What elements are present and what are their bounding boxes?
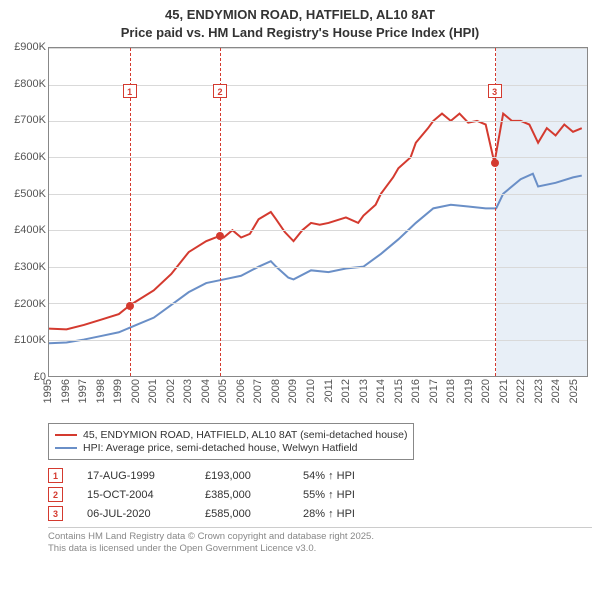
x-tick-label: 2010 (305, 379, 317, 403)
x-tick-label: 2016 (410, 379, 422, 403)
x-tick-label: 2024 (550, 379, 562, 403)
event-date: 17-AUG-1999 (87, 470, 181, 482)
chart-area: £0£100K£200K£300K£400K£500K£600K£700K£80… (8, 47, 592, 417)
x-tick-label: 2011 (323, 379, 335, 403)
x-tick-label: 2025 (568, 379, 580, 403)
marker-dot (216, 232, 224, 240)
event-number-box: 1 (48, 468, 63, 483)
x-tick-label: 1999 (112, 379, 124, 403)
x-tick-label: 2000 (130, 379, 142, 403)
chart-title: 45, ENDYMION ROAD, HATFIELD, AL10 8AT Pr… (8, 6, 592, 41)
event-delta: 55% ↑ HPI (303, 489, 355, 501)
y-tick-label: £400K (14, 224, 46, 236)
plot-area: 1 2 3 (48, 47, 588, 377)
event-date: 06-JUL-2020 (87, 508, 181, 520)
marker-label: 1 (123, 84, 137, 98)
y-tick-label: £100K (14, 334, 46, 346)
event-delta: 28% ↑ HPI (303, 508, 355, 520)
x-tick-label: 2018 (445, 379, 457, 403)
x-tick-label: 2004 (200, 379, 212, 403)
x-tick-label: 2012 (340, 379, 352, 403)
x-tick-label: 2005 (217, 379, 229, 403)
marker-label: 2 (213, 84, 227, 98)
legend-item: HPI: Average price, semi-detached house,… (55, 442, 407, 454)
event-list: 1 17-AUG-1999 £193,000 54% ↑ HPI 2 15-OCT-200… (48, 468, 592, 521)
x-tick-label: 1997 (77, 379, 89, 403)
x-tick-label: 1996 (60, 379, 72, 403)
x-tick-label: 2021 (498, 379, 510, 403)
event-number-box: 2 (48, 487, 63, 502)
event-price: £385,000 (205, 489, 279, 501)
legend-swatch (55, 434, 77, 436)
title-line-1: 45, ENDYMION ROAD, HATFIELD, AL10 8AT (8, 6, 592, 24)
event-date: 15-OCT-2004 (87, 489, 181, 501)
event-delta: 54% ↑ HPI (303, 470, 355, 482)
attribution: Contains HM Land Registry data © Crown c… (48, 527, 592, 556)
x-tick-label: 2017 (428, 379, 440, 403)
legend-label: 45, ENDYMION ROAD, HATFIELD, AL10 8AT (s… (83, 429, 407, 441)
y-tick-label: £500K (14, 188, 46, 200)
x-tick-label: 2022 (515, 379, 527, 403)
x-tick-label: 2019 (463, 379, 475, 403)
x-tick-label: 2003 (182, 379, 194, 403)
x-tick-label: 2013 (358, 379, 370, 403)
y-tick-label: £200K (14, 298, 46, 310)
y-tick-label: £600K (14, 151, 46, 163)
event-row: 3 06-JUL-2020 £585,000 28% ↑ HPI (48, 506, 592, 521)
event-row: 1 17-AUG-1999 £193,000 54% ↑ HPI (48, 468, 592, 483)
x-tick-label: 2015 (393, 379, 405, 403)
legend-item: 45, ENDYMION ROAD, HATFIELD, AL10 8AT (s… (55, 429, 407, 441)
event-price: £585,000 (205, 508, 279, 520)
event-price: £193,000 (205, 470, 279, 482)
x-tick-label: 2007 (252, 379, 264, 403)
attribution-line-2: This data is licensed under the Open Gov… (48, 543, 592, 555)
x-tick-label: 2009 (287, 379, 299, 403)
x-tick-label: 2001 (147, 379, 159, 403)
attribution-line-1: Contains HM Land Registry data © Crown c… (48, 531, 592, 543)
x-tick-label: 1998 (95, 379, 107, 403)
x-tick-label: 2020 (480, 379, 492, 403)
y-tick-label: £300K (14, 261, 46, 273)
y-axis: £0£100K£200K£300K£400K£500K£600K£700K£80… (8, 47, 48, 377)
x-axis: 1995199619971998199920002001200220032004… (48, 377, 588, 417)
y-tick-label: £700K (14, 114, 46, 126)
marker-label: 3 (488, 84, 502, 98)
y-tick-label: £800K (14, 78, 46, 90)
legend-swatch (55, 447, 77, 449)
marker-dot (491, 159, 499, 167)
marker-dot (126, 302, 134, 310)
x-tick-label: 1995 (42, 379, 54, 403)
event-row: 2 15-OCT-2004 £385,000 55% ↑ HPI (48, 487, 592, 502)
x-tick-label: 2006 (235, 379, 247, 403)
y-tick-label: £900K (14, 41, 46, 53)
event-number-box: 3 (48, 506, 63, 521)
legend: 45, ENDYMION ROAD, HATFIELD, AL10 8AT (s… (48, 423, 414, 460)
x-tick-label: 2014 (375, 379, 387, 403)
x-tick-label: 2023 (533, 379, 545, 403)
title-line-2: Price paid vs. HM Land Registry's House … (8, 24, 592, 42)
legend-label: HPI: Average price, semi-detached house,… (83, 442, 358, 454)
chart-container: 45, ENDYMION ROAD, HATFIELD, AL10 8AT Pr… (0, 0, 600, 560)
x-tick-label: 2002 (165, 379, 177, 403)
x-tick-label: 2008 (270, 379, 282, 403)
